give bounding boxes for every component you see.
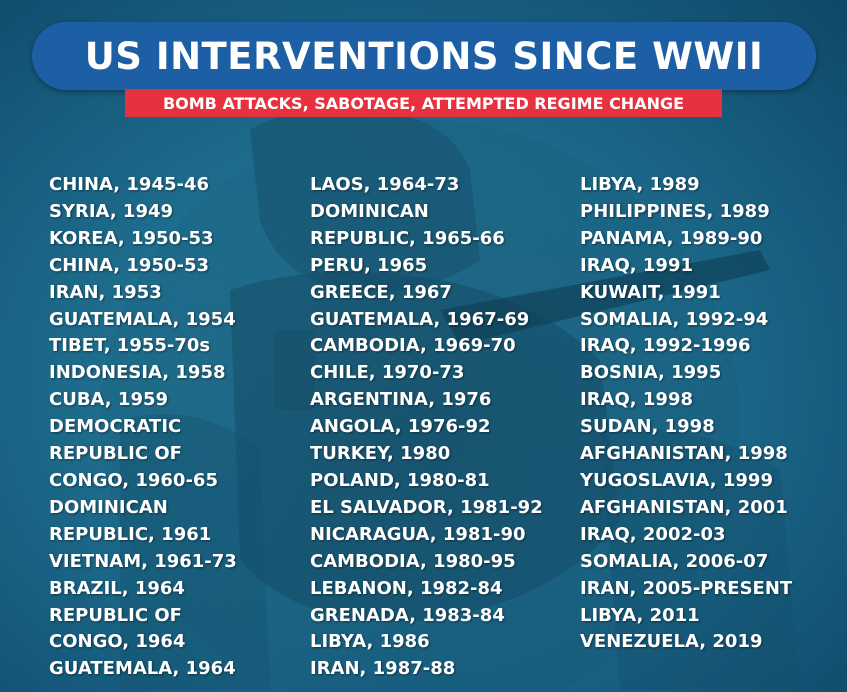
subtitle-banner: BOMB ATTACKS, SABOTAGE, ATTEMPTED REGIME… bbox=[125, 89, 722, 117]
list-item: ARGENTINA, 1976 bbox=[310, 389, 492, 411]
list-item: LIBYA, 2011 bbox=[580, 604, 700, 626]
list-item: IRAN, 1953 bbox=[49, 281, 162, 303]
list-item: PANAMA, 1989-90 bbox=[580, 227, 763, 249]
list-item: VIETNAM, 1961-73 bbox=[49, 550, 237, 572]
list-item: PHILIPPINES, 1989 bbox=[580, 200, 770, 222]
list-item: CHINA, 1950-53 bbox=[49, 254, 210, 276]
list-item: LEBANON, 1982-84 bbox=[310, 577, 503, 599]
list-item: REPUBLIC OF bbox=[49, 604, 182, 626]
list-item: EL SALVADOR, 1981-92 bbox=[310, 496, 543, 518]
list-item: REPUBLIC, 1961 bbox=[49, 523, 212, 545]
list-item: KOREA, 1950-53 bbox=[49, 227, 214, 249]
list-item: DEMOCRATIC bbox=[49, 416, 182, 438]
title-banner: US INTERVENTIONS SINCE WWII bbox=[32, 22, 816, 90]
list-item: LAOS, 1964-73 bbox=[310, 174, 460, 195]
list-item: SYRIA, 1949 bbox=[49, 200, 174, 222]
list-item: REPUBLIC OF bbox=[49, 443, 182, 465]
list-item: GUATEMALA, 1964 bbox=[49, 658, 236, 680]
list-item: IRAQ, 1998 bbox=[580, 389, 693, 411]
list-item: GRENADA, 1983-84 bbox=[310, 604, 505, 626]
list-item: DOMINICAN bbox=[49, 496, 168, 518]
list-item: NICARAGUA, 1981-90 bbox=[310, 523, 526, 545]
list-item: IRAQ, 2002-03 bbox=[580, 523, 726, 545]
list-item: BRAZIL, 1964 bbox=[49, 577, 185, 599]
list-item: SUDAN, 1998 bbox=[580, 416, 715, 438]
page-title: US INTERVENTIONS SINCE WWII bbox=[84, 34, 764, 78]
list-item: CONGO, 1960-65 bbox=[49, 469, 218, 491]
list-item: CHINA, 1945-46 bbox=[49, 174, 210, 195]
list-item: CAMBODIA, 1980-95 bbox=[310, 550, 516, 572]
intervention-list-column-3: LIBYA, 1989 PHILIPPINES, 1989 PANAMA, 19… bbox=[580, 172, 792, 656]
list-item: PERU, 1965 bbox=[310, 254, 428, 276]
list-item: SOMALIA, 1992-94 bbox=[580, 308, 769, 330]
list-item: DOMINICAN bbox=[310, 200, 429, 222]
list-item: LIBYA, 1986 bbox=[310, 631, 430, 653]
list-item: KUWAIT, 1991 bbox=[580, 281, 721, 303]
list-item: GUATEMALA, 1954 bbox=[49, 308, 236, 330]
list-item: IRAQ, 1992-1996 bbox=[580, 335, 751, 357]
list-item: IRAQ, 1991 bbox=[580, 254, 693, 276]
list-item: TIBET, 1955-70s bbox=[49, 335, 211, 357]
list-item: AFGHANISTAN, 1998 bbox=[580, 443, 788, 465]
intervention-list-column-2: LAOS, 1964-73 DOMINICAN REPUBLIC, 1965-6… bbox=[310, 172, 543, 683]
list-item: CUBA, 1959 bbox=[49, 389, 169, 411]
list-item: CHILE, 1970-73 bbox=[310, 362, 465, 384]
list-item: GREECE, 1967 bbox=[310, 281, 452, 303]
list-item: CONGO, 1964 bbox=[49, 631, 186, 653]
list-item: BOSNIA, 1995 bbox=[580, 362, 722, 384]
list-item: POLAND, 1980-81 bbox=[310, 469, 490, 491]
intervention-list-column-1: CHINA, 1945-46 SYRIA, 1949 KOREA, 1950-5… bbox=[49, 172, 237, 683]
list-item: ANGOLA, 1976-92 bbox=[310, 416, 491, 438]
list-item: YUGOSLAVIA, 1999 bbox=[580, 469, 773, 491]
page-subtitle: BOMB ATTACKS, SABOTAGE, ATTEMPTED REGIME… bbox=[162, 93, 685, 113]
list-item: IRAN, 1987-88 bbox=[310, 658, 456, 680]
list-item: INDONESIA, 1958 bbox=[49, 362, 226, 384]
list-item: REPUBLIC, 1965-66 bbox=[310, 227, 505, 249]
list-item: GUATEMALA, 1967-69 bbox=[310, 308, 530, 330]
list-item: LIBYA, 1989 bbox=[580, 174, 700, 195]
list-item: CAMBODIA, 1969-70 bbox=[310, 335, 516, 357]
list-item: VENEZUELA, 2019 bbox=[580, 631, 763, 653]
list-item: TURKEY, 1980 bbox=[310, 443, 451, 465]
list-item: AFGHANISTAN, 2001 bbox=[580, 496, 788, 518]
list-item: SOMALIA, 2006-07 bbox=[580, 550, 769, 572]
list-item: IRAN, 2005-PRESENT bbox=[580, 577, 793, 599]
